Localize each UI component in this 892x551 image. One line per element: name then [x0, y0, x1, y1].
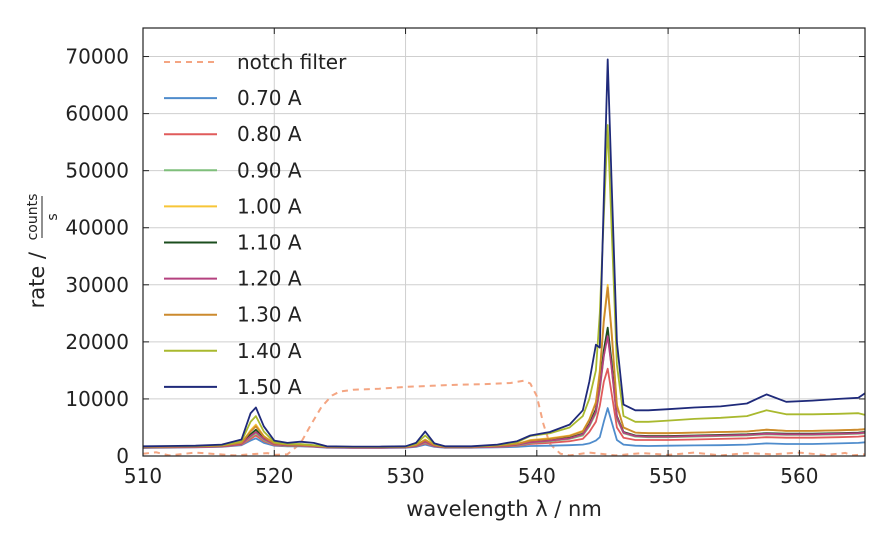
x-tick-label: 520 — [255, 464, 293, 488]
series-line-1-50-a — [142, 58, 866, 448]
y-axis-ticks: 0 10000 20000 30000 40000 50000 60000 70000 — [65, 45, 865, 468]
legend-label-notch-filter: notch filter — [237, 50, 347, 74]
y-tick-label: 60000 — [65, 102, 129, 126]
y-tick-label: 30000 — [65, 273, 129, 297]
legend-label-0-80-a: 0.80 A — [237, 122, 302, 146]
x-axis-ticks: 510 520 530 540 550 560 — [124, 28, 818, 488]
plot-area — [142, 58, 866, 457]
y-axis-title-numerator: counts — [25, 194, 41, 241]
series-line-1-20-a — [142, 335, 866, 449]
x-tick-label: 540 — [518, 464, 556, 488]
legend-label-1-20-a: 1.20 A — [237, 267, 302, 291]
y-tick-label: 50000 — [65, 159, 129, 183]
y-tick-label: 10000 — [65, 387, 129, 411]
y-axis-title-denominator: s — [45, 213, 61, 220]
legend-label-1-40-a: 1.40 A — [237, 339, 302, 363]
legend-label-1-00-a: 1.00 A — [237, 194, 302, 218]
y-tick-label: 70000 — [65, 45, 129, 69]
gridlines — [142, 28, 865, 457]
plot-frame — [142, 27, 866, 457]
series-line-1-30-a — [142, 286, 866, 449]
legend-label-1-10-a: 1.10 A — [237, 231, 302, 255]
legend-label-1-30-a: 1.30 A — [237, 303, 302, 327]
x-axis-title: wavelength λ / nm — [406, 497, 602, 521]
y-tick-label: 20000 — [65, 330, 129, 354]
notch-filter-line — [142, 379, 866, 457]
y-tick-label: 40000 — [65, 216, 129, 240]
x-tick-label: 550 — [649, 464, 687, 488]
x-tick-label: 510 — [124, 464, 162, 488]
y-tick-label: 0 — [116, 444, 129, 468]
legend-label-0-70-a: 0.70 A — [237, 86, 302, 110]
x-tick-label: 530 — [386, 464, 424, 488]
legend: notch filter 0.70 A 0.80 A 0.90 A 1.00 A 1.10… — [164, 50, 347, 399]
series-lines — [142, 58, 866, 449]
y-axis-title-main: rate / — [25, 251, 49, 308]
x-tick-label: 560 — [780, 464, 818, 488]
legend-label-0-90-a: 0.90 A — [237, 158, 302, 182]
y-axis-title: rate / counts s — [25, 194, 61, 309]
legend-label-1-50-a: 1.50 A — [237, 375, 302, 399]
